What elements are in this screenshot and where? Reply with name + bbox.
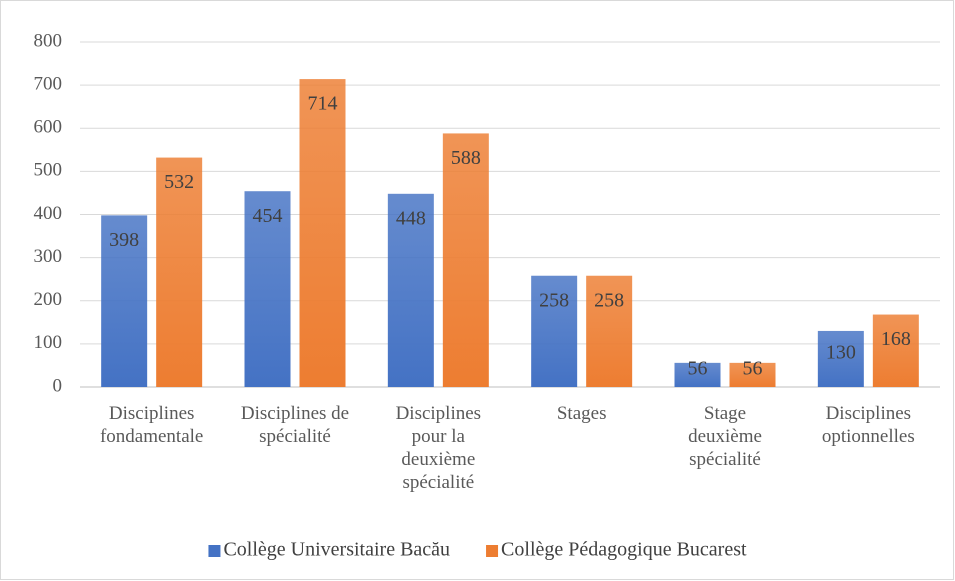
value-label: 398 bbox=[109, 229, 139, 251]
y-tick-label: 800 bbox=[34, 30, 63, 51]
value-label: 588 bbox=[451, 147, 481, 169]
value-label: 454 bbox=[253, 205, 283, 227]
x-tick-label-line: fondamentale bbox=[100, 426, 203, 447]
x-tick-label: Disciplines fondamentale bbox=[100, 403, 203, 447]
x-tick-label: Disciplines de spécialité bbox=[241, 403, 349, 447]
value-label: 258 bbox=[539, 289, 569, 311]
x-tick-label: Stage deuxième spécialité bbox=[688, 403, 762, 470]
bar bbox=[442, 133, 489, 387]
bar bbox=[531, 275, 578, 387]
bar bbox=[817, 330, 864, 387]
legend-swatch bbox=[486, 545, 499, 557]
x-tick-label-line: optionnelles bbox=[822, 426, 915, 447]
x-tick-label-line: Stages bbox=[557, 403, 607, 424]
value-label: 56 bbox=[688, 358, 708, 380]
bar bbox=[387, 193, 434, 387]
y-tick-label: 500 bbox=[34, 160, 63, 181]
y-tick-label: 200 bbox=[34, 289, 63, 310]
y-tick-label: 700 bbox=[34, 73, 63, 94]
x-tick-label-line: pour la bbox=[412, 426, 466, 447]
x-tick-label-line: deuxième bbox=[401, 449, 475, 470]
value-label: 168 bbox=[881, 328, 911, 350]
x-tick-label-line: Disciplines bbox=[109, 403, 195, 424]
bar bbox=[299, 79, 346, 388]
legend-swatch bbox=[208, 545, 221, 557]
bar bbox=[674, 362, 721, 387]
x-tick-label: Stages bbox=[557, 403, 607, 424]
legend-label: Collège Pédagogique Bucarest bbox=[501, 539, 747, 561]
x-tick-label-line: spécialité bbox=[259, 426, 331, 447]
y-tick-label: 100 bbox=[34, 332, 63, 353]
value-label: 714 bbox=[308, 93, 338, 115]
bar bbox=[156, 157, 203, 387]
bar bbox=[586, 275, 633, 387]
value-label: 532 bbox=[164, 171, 194, 193]
bar bbox=[101, 215, 148, 387]
x-tick-label: Disciplines optionnelles bbox=[822, 403, 915, 447]
x-tick-label-line: Disciplines bbox=[396, 403, 482, 424]
x-tick-label-line: deuxième bbox=[688, 426, 762, 447]
y-tick-label: 0 bbox=[53, 375, 63, 396]
bar bbox=[872, 314, 919, 387]
x-tick-label: Disciplines pour la deuxième spécialité bbox=[396, 403, 482, 493]
value-label: 130 bbox=[826, 342, 856, 364]
x-tick-label-line: Stage bbox=[704, 403, 746, 424]
bar bbox=[244, 191, 291, 387]
legend-label: Collège Universitaire Bacău bbox=[223, 539, 450, 561]
x-tick-label-line: Disciplines bbox=[826, 403, 912, 424]
y-tick-label: 400 bbox=[34, 203, 63, 224]
value-label: 448 bbox=[396, 207, 426, 229]
y-tick-label: 300 bbox=[34, 246, 63, 267]
x-tick-label-line: spécialité bbox=[689, 449, 761, 470]
value-label: 258 bbox=[594, 289, 624, 311]
y-tick-label: 600 bbox=[34, 117, 63, 138]
x-tick-label-line: spécialité bbox=[402, 472, 474, 493]
bar bbox=[729, 362, 776, 387]
x-tick-label-line: Disciplines de bbox=[241, 403, 349, 424]
value-label: 56 bbox=[743, 358, 763, 380]
